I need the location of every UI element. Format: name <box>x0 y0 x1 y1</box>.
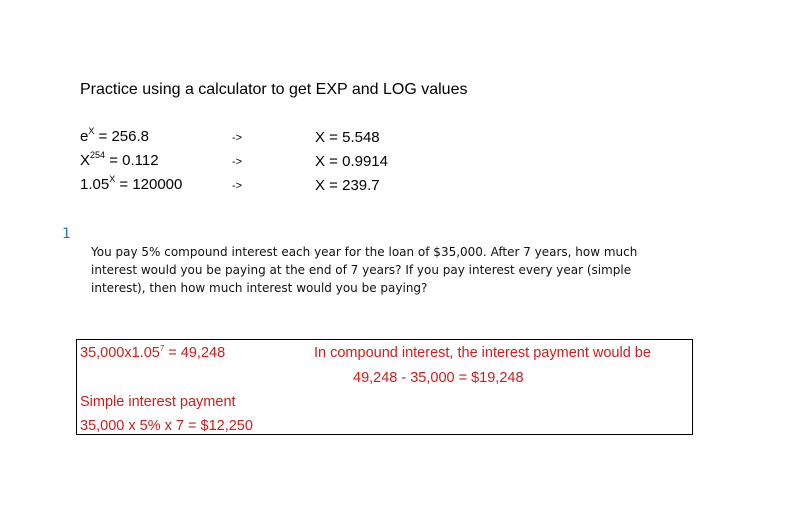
equation-2-result: X = 0.9914 <box>315 153 388 170</box>
equation-2-base: X <box>80 152 91 169</box>
simple-interest-label: Simple interest payment <box>80 394 236 410</box>
page-heading: Practice using a calculator to get EXP a… <box>80 81 468 98</box>
equation-2-rest: = 0.112 <box>105 152 159 169</box>
answer-box <box>76 339 693 435</box>
equation-3-exponent: X <box>109 174 116 184</box>
equation-3-rest: = 120000 <box>115 176 183 193</box>
equation-1: eX = 256.8 <box>80 126 149 146</box>
compound-calc-result: = 49,248 <box>164 345 226 361</box>
equation-2: X254 = 0.112 <box>80 150 159 170</box>
compound-calculation: 35,000x1.057 = 49,248 <box>80 345 225 361</box>
compound-calc-base: 35,000x1.05 <box>80 345 160 361</box>
equation-1-exponent: X <box>88 126 95 136</box>
equation-1-arrow: -> <box>232 132 243 144</box>
equation-3-base: 1.05 <box>80 176 110 193</box>
equation-1-result: X = 5.548 <box>315 129 380 146</box>
compound-calc-exponent: 7 <box>159 344 165 354</box>
equation-2-arrow: -> <box>232 156 243 168</box>
equation-3-arrow: -> <box>232 180 243 192</box>
problem-number: 1 <box>62 226 71 242</box>
compound-interest-result: 49,248 - 35,000 = $19,248 <box>353 370 524 386</box>
equation-3: 1.05X = 120000 <box>80 174 183 194</box>
simple-interest-calculation: 35,000 x 5% x 7 = $12,250 <box>80 418 253 434</box>
equation-1-rest: = 256.8 <box>94 128 149 145</box>
equation-1-base: e <box>80 128 89 145</box>
compound-note: In compound interest, the interest payme… <box>314 345 651 361</box>
equation-3-result: X = 239.7 <box>315 177 380 194</box>
equation-2-exponent: 254 <box>90 150 106 160</box>
problem-question: You pay 5% compound interest each year f… <box>91 245 638 295</box>
